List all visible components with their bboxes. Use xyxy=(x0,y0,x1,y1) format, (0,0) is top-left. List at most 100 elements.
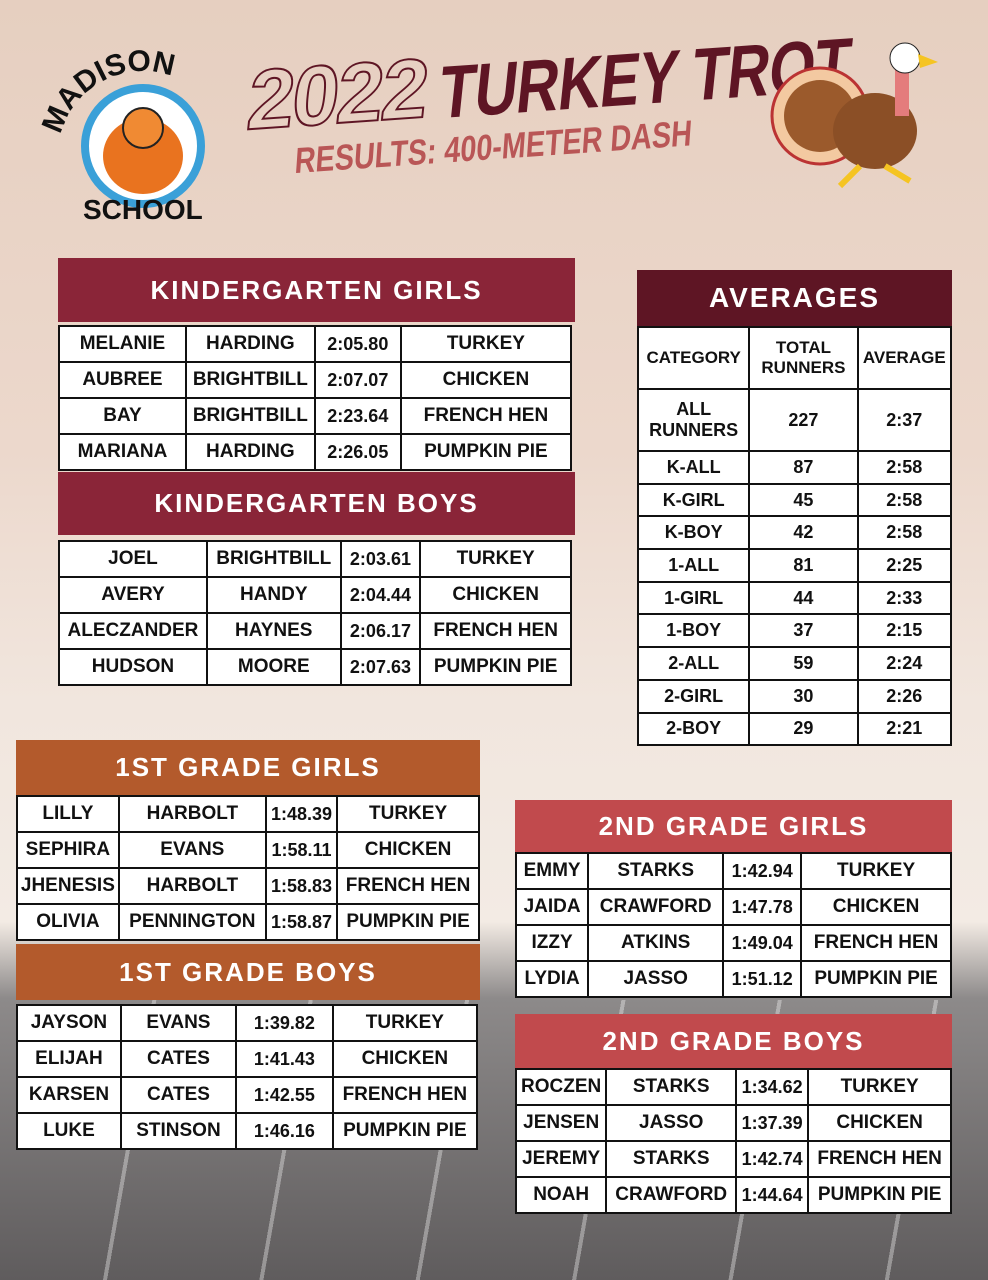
time-cell: 2:05.80 xyxy=(313,325,402,363)
table-row: NOAH CRAWFORD 1:44.64 PUMPKIN PIE xyxy=(514,1176,952,1214)
table-row: JHENESIS HARBOLT 1:58.83 FRENCH HEN xyxy=(16,867,480,905)
place-prize-cell: CHICKEN xyxy=(800,888,952,926)
average-time-cell: 2:58 xyxy=(856,482,952,518)
average-time-cell: 2:15 xyxy=(856,613,952,649)
first-name-cell: LYDIA xyxy=(514,960,590,998)
total-runners-cell: 44 xyxy=(748,580,859,616)
table-row: JAYSON EVANS 1:39.82 TURKEY xyxy=(16,1004,479,1042)
time-cell: 1:37.39 xyxy=(735,1104,810,1142)
last-name-cell: PENNINGTON xyxy=(117,903,267,941)
first-name-cell: ALECZANDER xyxy=(58,612,208,650)
average-time-cell: 2:21 xyxy=(856,711,952,747)
table-row: LYDIA JASSO 1:51.12 PUMPKIN PIE xyxy=(514,960,952,998)
first-name-cell: BAY xyxy=(58,397,187,435)
madison-school-logo: MADISON SCHOOL xyxy=(38,45,205,225)
first-name-cell: JENSEN xyxy=(514,1104,608,1142)
time-cell: 1:39.82 xyxy=(235,1004,334,1042)
averages-header-row: CATEGORY TOTAL RUNNERS AVERAGE xyxy=(636,326,952,390)
first-name-cell: KARSEN xyxy=(16,1076,122,1114)
time-cell: 2:04.44 xyxy=(339,576,422,614)
total-runners-cell: 37 xyxy=(748,613,859,649)
averages-title: AVERAGES xyxy=(637,270,952,326)
table-row: SEPHIRA EVANS 1:58.11 CHICKEN xyxy=(16,831,480,869)
category-cell: 1-ALL xyxy=(636,548,751,583)
last-name-cell: BRIGHTBILL xyxy=(205,540,342,578)
first-name-cell: JOEL xyxy=(58,540,208,578)
last-name-cell: JASSO xyxy=(587,960,725,998)
last-name-cell: BRIGHTBILL xyxy=(184,361,316,399)
last-name-cell: HARBOLT xyxy=(117,867,267,905)
first-name-cell: NOAH xyxy=(514,1176,608,1214)
place-prize-cell: TURKEY xyxy=(419,540,572,578)
place-prize-cell: TURKEY xyxy=(331,1004,479,1042)
first-name-cell: JEREMY xyxy=(514,1140,608,1178)
first-name-cell: AVERY xyxy=(58,576,208,614)
first-name-cell: LILLY xyxy=(16,795,120,833)
first-name-cell: AUBREE xyxy=(58,361,187,399)
last-name-cell: BRIGHTBILL xyxy=(184,397,316,435)
time-cell: 1:44.64 xyxy=(735,1176,810,1214)
first-name-cell: JAYSON xyxy=(16,1004,122,1042)
total-runners-cell: 59 xyxy=(748,646,859,681)
place-prize-cell: PUMPKIN PIE xyxy=(399,433,573,471)
averages-column-header: CATEGORY xyxy=(636,326,751,390)
table-row: ELIJAH CATES 1:41.43 CHICKEN xyxy=(16,1040,479,1078)
table-row: OLIVIA PENNINGTON 1:58.87 PUMPKIN PIE xyxy=(16,903,480,941)
time-cell: 1:47.78 xyxy=(722,888,803,926)
table-row: BAY BRIGHTBILL 2:23.64 FRENCH HEN xyxy=(58,397,573,435)
table-row: 2-BOY 29 2:21 xyxy=(636,711,952,747)
last-name-cell: CATES xyxy=(119,1040,238,1078)
table-row: AUBREE BRIGHTBILL 2:07.07 CHICKEN xyxy=(58,361,573,399)
time-cell: 1:58.11 xyxy=(264,831,339,869)
time-cell: 1:34.62 xyxy=(735,1068,810,1106)
last-name-cell: HANDY xyxy=(205,576,342,614)
time-cell: 1:41.43 xyxy=(235,1040,334,1078)
table-row: K-GIRL 45 2:58 xyxy=(636,482,952,518)
total-runners-cell: 87 xyxy=(748,450,859,485)
place-prize-cell: CHICKEN xyxy=(399,361,573,399)
place-prize-cell: CHICKEN xyxy=(331,1040,479,1078)
place-prize-cell: PUMPKIN PIE xyxy=(800,960,952,998)
table-row: MELANIE HARDING 2:05.80 TURKEY xyxy=(58,325,573,363)
table-row: 1-ALL 81 2:25 xyxy=(636,548,952,583)
time-cell: 1:58.83 xyxy=(264,867,339,905)
averages-column-header: AVERAGE xyxy=(856,326,952,390)
time-cell: 2:06.17 xyxy=(339,612,422,650)
place-prize-cell: CHICKEN xyxy=(336,831,480,869)
table-row: K-ALL 87 2:58 xyxy=(636,450,952,485)
time-cell: 1:58.87 xyxy=(264,903,339,941)
1st-boys-table: JAYSON EVANS 1:39.82 TURKEY ELIJAH CATES 1:41.… xyxy=(16,1004,479,1150)
first-name-cell: ELIJAH xyxy=(16,1040,122,1078)
last-name-cell: CATES xyxy=(119,1076,238,1114)
category-cell: K-GIRL xyxy=(636,482,751,518)
total-runners-cell: 29 xyxy=(748,711,859,747)
kg-boys-title: KINDERGARTEN BOYS xyxy=(58,472,575,535)
table-row: 1-BOY 37 2:15 xyxy=(636,613,952,649)
table-row: 1-GIRL 44 2:33 xyxy=(636,580,952,616)
first-name-cell: OLIVIA xyxy=(16,903,120,941)
time-cell: 1:49.04 xyxy=(722,924,803,962)
last-name-cell: CRAWFORD xyxy=(605,1176,738,1214)
2nd-boys-table: ROCZEN STARKS 1:34.62 TURKEY JENSEN JASSO 1:37… xyxy=(514,1068,952,1214)
place-prize-cell: TURKEY xyxy=(807,1068,952,1106)
table-row: 2-ALL 59 2:24 xyxy=(636,646,952,681)
first-name-cell: HUDSON xyxy=(58,648,208,686)
total-runners-cell: 81 xyxy=(748,548,859,583)
averages-column-header: TOTAL RUNNERS xyxy=(748,326,859,390)
place-prize-cell: CHICKEN xyxy=(807,1104,952,1142)
total-runners-cell: 30 xyxy=(748,678,859,714)
2nd-girls-title: 2ND GRADE GIRLS xyxy=(515,800,952,852)
last-name-cell: STARKS xyxy=(605,1068,738,1106)
time-cell: 2:07.07 xyxy=(313,361,402,399)
category-cell: 2-ALL xyxy=(636,646,751,681)
time-cell: 1:51.12 xyxy=(722,960,803,998)
place-prize-cell: TURKEY xyxy=(399,325,573,363)
first-name-cell: EMMY xyxy=(514,852,590,890)
time-cell: 2:03.61 xyxy=(339,540,422,578)
first-name-cell: MELANIE xyxy=(58,325,187,363)
first-name-cell: MARIANA xyxy=(58,433,187,471)
2nd-boys-title: 2ND GRADE BOYS xyxy=(515,1014,952,1068)
svg-text:SCHOOL: SCHOOL xyxy=(83,194,203,225)
last-name-cell: CRAWFORD xyxy=(587,888,725,926)
last-name-cell: JASSO xyxy=(605,1104,738,1142)
